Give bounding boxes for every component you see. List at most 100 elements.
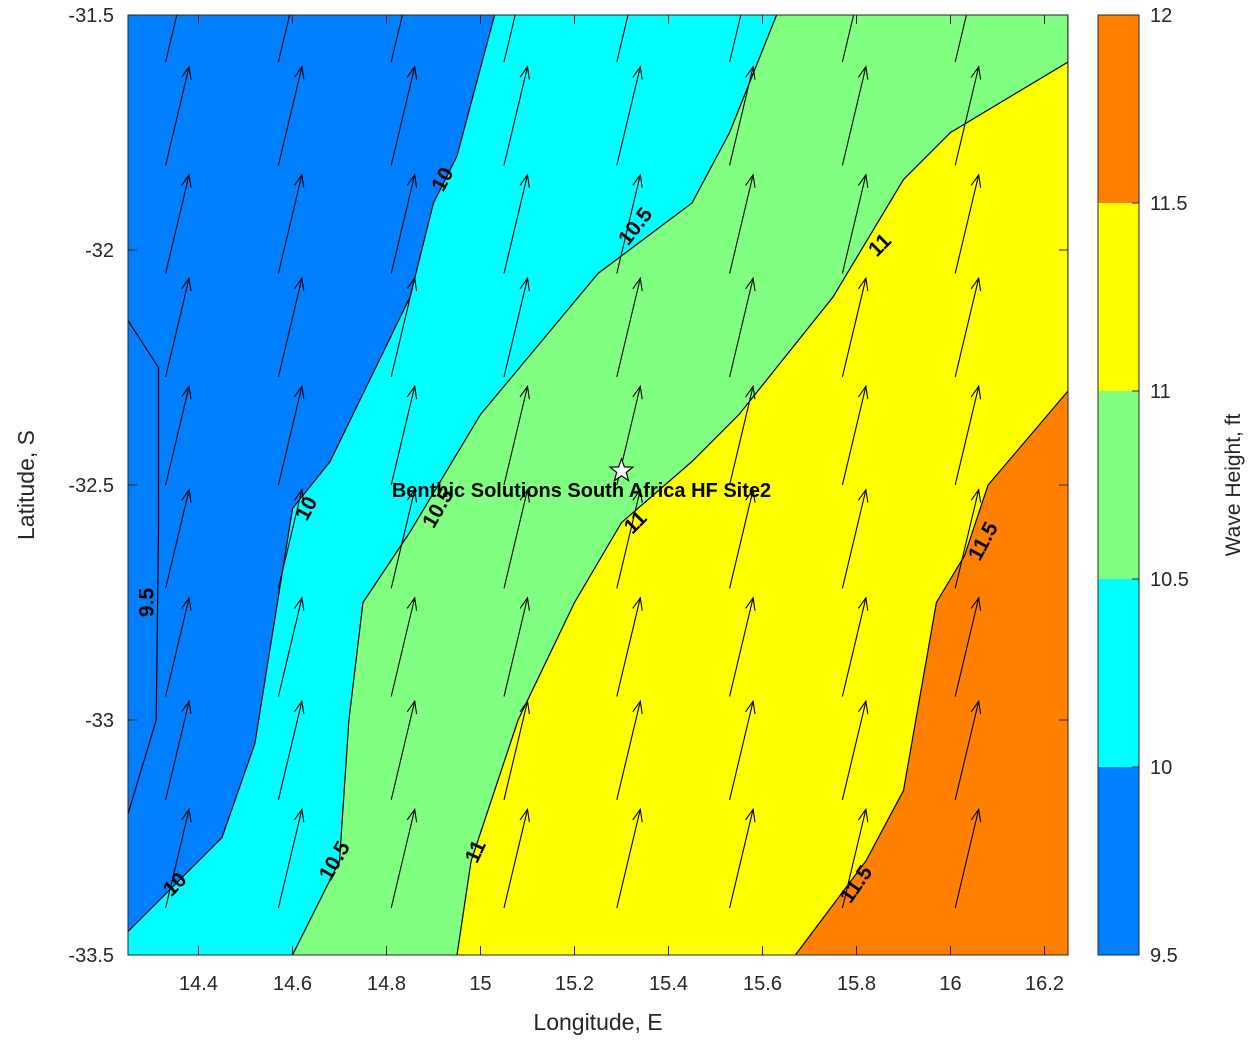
y-tick-label: -33 [85,710,114,732]
wave-arrow [841,276,869,378]
wave-arrow [277,173,305,274]
wave-arrow [165,173,192,274]
wave-direction-arrows [165,15,982,909]
wave-arrow [954,276,982,378]
y-tick-label: -31.5 [68,5,114,27]
wave-arrow [503,65,530,166]
wave-arrow [390,15,403,63]
y-tick-label: -32.5 [68,475,114,497]
wave-arrow [616,276,643,378]
wave-arrow [277,488,305,589]
x-tick-label: 15.8 [837,973,876,995]
wave-arrow [841,596,869,697]
wave-arrow [616,65,643,166]
wave-arrow [841,699,869,801]
colorbar-tick-label: 10.5 [1150,569,1189,591]
wave-arrow [277,15,291,63]
x-axis-ticks: 14.4 14.6 14.8 15 15.2 15.4 15.6 15.8 16 16.2 [179,15,1064,995]
x-tick-label: 14.6 [273,973,312,995]
x-tick-label: 15.4 [649,973,688,995]
wave-arrow [390,699,418,801]
colorbar-tick-label: 10 [1150,757,1172,779]
wave-arrow [616,807,643,909]
wave-arrow [503,15,516,63]
wave-arrow [841,807,869,909]
wave-arrow [841,15,855,63]
colorbar-frame [1097,14,1140,956]
colorbar: 9.5 10 10.5 11 11.5 12 [1097,5,1189,967]
wave-arrow [729,173,756,274]
wave-arrow [277,65,305,166]
colorbar-band [1098,579,1139,767]
wave-arrow [503,276,530,378]
wave-arrow [390,596,418,697]
wave-arrow [390,488,418,589]
wave-arrow [616,596,643,697]
x-axis-label: Longitude, E [533,1009,662,1035]
wave-arrow [503,384,530,486]
site-marker-group: Benthic Solutions South Africa HF Site2 [392,457,771,502]
wave-arrow [165,276,192,378]
wave-arrow [165,488,192,589]
x-tick-label: 14.4 [179,973,218,995]
colorbar-tick-label: 9.5 [1150,945,1178,967]
colorbar-tick-label: 12 [1150,5,1172,27]
wave-arrow [165,596,192,697]
site-star-icon [608,457,635,482]
wave-arrow [954,15,967,63]
colorbar-band [1098,767,1139,955]
contour-line-10.5 [291,15,778,955]
wave-arrow [277,596,305,697]
wave-arrow [503,488,530,589]
wave-arrow [954,488,982,589]
wave-arrow [954,384,982,486]
wave-arrow [954,807,982,909]
wave-arrow [729,699,756,801]
wave-arrow [954,65,982,166]
wave-arrow [390,276,418,378]
y-axis-ticks: -31.5 -32 -32.5 -33 -33.5 [68,5,1068,967]
wave-arrow [729,276,756,378]
wave-arrow [729,807,756,909]
x-tick-label: 15.6 [743,973,782,995]
wave-arrow [277,276,305,378]
x-tick-label: 16.2 [1025,973,1064,995]
colorbar-band [1098,203,1139,391]
wave-arrow [729,384,756,486]
contour-line-11 [456,15,1068,955]
wave-arrow [841,384,869,486]
wave-arrow [503,173,530,274]
wave-arrow [165,807,192,909]
wave-arrow [729,488,756,589]
wave-arrow [390,173,418,274]
y-tick-label: -32 [85,240,114,262]
x-tick-label: 15.2 [555,973,594,995]
x-tick-label: 15 [469,973,491,995]
colorbar-tick-label: 11 [1150,381,1171,403]
wave-arrow [165,15,178,63]
wave-arrow [616,15,629,63]
wave-arrow [165,65,192,166]
wave-arrow [390,65,418,166]
y-axis-label: Latitude, S [13,430,39,540]
wave-arrow [390,384,418,486]
wave-arrow [165,384,192,486]
wave-arrow [954,699,982,801]
colorbar-label: Wave Height, ft [1222,413,1245,556]
y-tick-label: -33.5 [68,945,114,967]
site-label: Benthic Solutions South Africa HF Site2 [392,480,771,502]
wave-arrow [616,173,643,274]
contour-label: 9.5 [135,588,158,618]
wave-arrow [165,699,192,801]
contour-line-9.5 [128,320,160,815]
wave-arrow [277,699,305,801]
wave-arrow [503,699,530,801]
wave-arrow [277,807,305,909]
x-tick-label: 14.8 [367,973,406,995]
wave-arrow [954,173,982,274]
contour-line-11.5 [794,15,1068,955]
colorbar-band [1098,15,1139,203]
wave-arrow [729,15,742,63]
contour-line-10 [128,15,496,932]
